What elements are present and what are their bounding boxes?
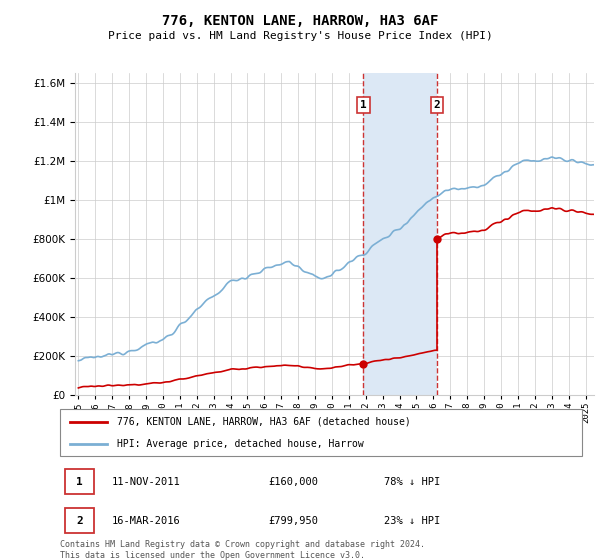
Text: 776, KENTON LANE, HARROW, HA3 6AF: 776, KENTON LANE, HARROW, HA3 6AF [162, 14, 438, 28]
Text: 2: 2 [76, 516, 83, 526]
FancyBboxPatch shape [60, 409, 582, 456]
Text: HPI: Average price, detached house, Harrow: HPI: Average price, detached house, Harr… [118, 438, 364, 449]
Bar [364, 73, 437, 395]
FancyBboxPatch shape [65, 469, 94, 494]
Text: 2: 2 [434, 100, 440, 110]
Text: 78% ↓ HPI: 78% ↓ HPI [383, 477, 440, 487]
Text: 11-NOV-2011: 11-NOV-2011 [112, 477, 181, 487]
Text: 1: 1 [76, 477, 83, 487]
FancyBboxPatch shape [65, 508, 94, 533]
Text: Contains HM Land Registry data © Crown copyright and database right 2024.
This d: Contains HM Land Registry data © Crown c… [60, 540, 425, 560]
Text: 776, KENTON LANE, HARROW, HA3 6AF (detached house): 776, KENTON LANE, HARROW, HA3 6AF (detac… [118, 417, 411, 427]
Text: Price paid vs. HM Land Registry's House Price Index (HPI): Price paid vs. HM Land Registry's House … [107, 31, 493, 41]
Text: 23% ↓ HPI: 23% ↓ HPI [383, 516, 440, 526]
Text: 16-MAR-2016: 16-MAR-2016 [112, 516, 181, 526]
Text: 1: 1 [360, 100, 367, 110]
Text: £799,950: £799,950 [269, 516, 319, 526]
Text: £160,000: £160,000 [269, 477, 319, 487]
